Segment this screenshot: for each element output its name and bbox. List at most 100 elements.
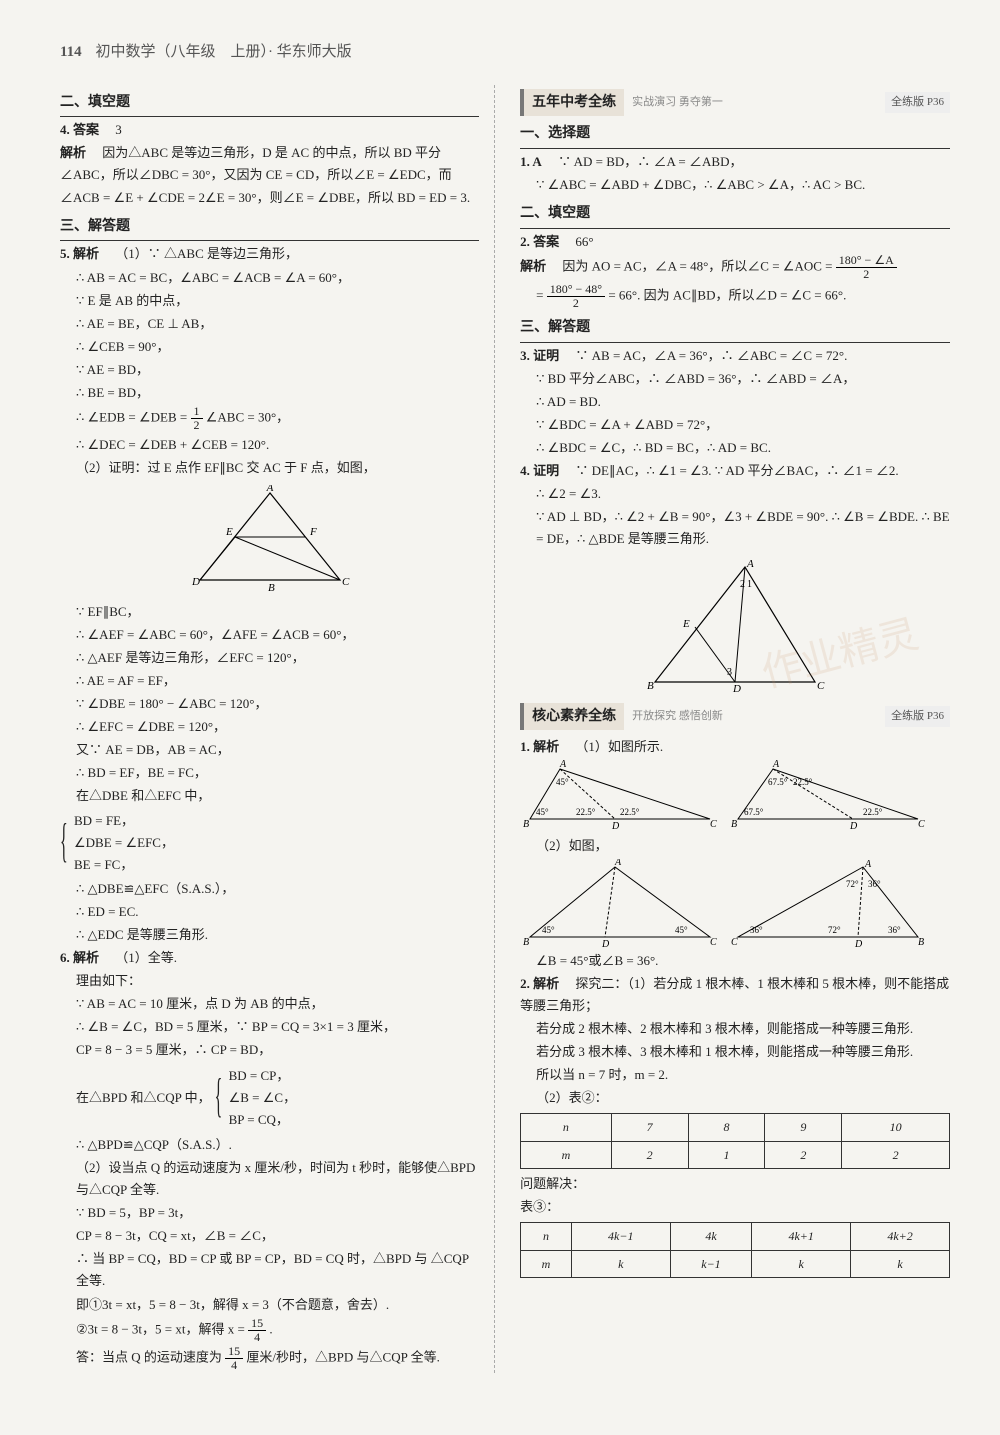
svg-text:B: B — [918, 937, 924, 948]
q6-l9: 即①3t = xt，5 = 8 − 3t，解得 x = 3（不合题意，舍去）. — [60, 1294, 479, 1316]
table-row: m k k−1 k k — [521, 1250, 950, 1277]
hq2-l7: 表③： — [520, 1196, 950, 1218]
rq4-hdr: 4. 证明 ∵ DE∥AC，∴ ∠1 = ∠3. ∵ AD 平分∠BAC，∴ ∠… — [520, 460, 950, 482]
two-column-layout: 二、填空题 4. 答案 3 解析 因为△ABC 是等边三角形，D 是 AC 的中… — [60, 85, 950, 1374]
q5-l18: ∴ △DBE≌△EFC（S.A.S.）， — [60, 878, 479, 900]
q6-l4: 在△BPD 和△CQP 中， BD = CP， ∠B = ∠C， BP = CQ… — [60, 1063, 479, 1133]
hq1-concl: ∠B = 45°或∠B = 36°. — [520, 950, 950, 972]
q5-l8: ∴ ∠DEC = ∠DEB + ∠CEB = 120°. — [60, 434, 479, 456]
svg-text:B: B — [647, 680, 654, 692]
table-row: m 2 1 2 2 — [521, 1141, 950, 1168]
svg-text:45°: 45° — [556, 777, 569, 787]
hq1-fig2b: A C B D 36° 72° 36° 72° 36° — [728, 859, 928, 949]
hq2-l3: 若分成 3 根木棒、3 根木棒和 1 根木棒，则能搭成一种等腰三角形. — [520, 1041, 950, 1063]
section-solve2: 三、解答题 — [520, 316, 950, 343]
q6-l10: ②3t = 8 − 3t，5 = xt，解得 x = 154 . — [60, 1317, 479, 1344]
rq1-header: 1. A ∵ AD = BD，∴ ∠A = ∠ABD， — [520, 151, 950, 173]
svg-text:D: D — [849, 821, 858, 832]
q5-l3: ∴ AE = BE，CE ⊥ AB， — [60, 313, 479, 335]
frac-15-4b: 154 — [225, 1345, 243, 1372]
q6-l8: ∴ 当 BP = CQ，BD = CP 或 BP = CP，BD = CQ 时，… — [60, 1248, 479, 1292]
svg-text:2: 2 — [740, 579, 745, 590]
rq2-expl: 解析 因为 AO = AC，∠A = 48°，所以∠C = ∠AOC = 180… — [520, 254, 950, 281]
q5-header: 5. 解析 （1）∵ △ABC 是等边三角形， — [60, 243, 479, 265]
hq2-l2: 若分成 2 根木棒、2 根木棒和 3 根木棒，则能搭成一种等腰三角形. — [520, 1018, 950, 1040]
q5-l17: 在△DBE 和△EFC 中， — [60, 785, 479, 807]
q6-l5: ∴ △BPD≌△CQP（S.A.S.）. — [60, 1134, 479, 1156]
q6-l2: ∴ ∠B = ∠C，BD = 5 厘米，∵ BP = CQ = 3×1 = 3 … — [60, 1016, 479, 1038]
svg-text:C: C — [918, 819, 925, 830]
q5-l11: ∴ △AEF 是等边三角形，∠EFC = 120°， — [60, 647, 479, 669]
svg-text:36°: 36° — [888, 925, 901, 935]
q5-l1: ∴ AB = AC = BC，∠ABC = ∠ACB = ∠A = 60°， — [60, 267, 479, 289]
hq1-hdr: 1. 解析 （1）如图所示. — [520, 736, 950, 758]
q6-l6: ∵ BD = 5，BP = 3t， — [60, 1202, 479, 1224]
banner-exam: 五年中考全练 实战演习 勇夺第一 全练版 P36 — [520, 89, 950, 117]
rq3-hdr: 3. 证明 ∵ AB = AC，∠A = 36°，∴ ∠ABC = ∠C = 7… — [520, 345, 950, 367]
q5-l19: ∴ ED = EC. — [60, 901, 479, 923]
hq2-l5: （2）表②： — [520, 1087, 950, 1109]
q6-ans: 答：当点 Q 的运动速度为 154 厘米/秒时，△BPD 与△CQP 全等. — [60, 1345, 479, 1372]
svg-text:22.5°: 22.5° — [576, 807, 596, 817]
q5-l5: ∵ AE = BD， — [60, 359, 479, 381]
q5-l9: ∵ EF∥BC， — [60, 601, 479, 623]
table-row: n 7 8 9 10 — [521, 1114, 950, 1141]
frac-r2a: 180° − ∠A2 — [836, 254, 897, 281]
rq3-l5: ∴ ∠BDC = ∠C，∴ BD = BC，∴ AD = BC. — [520, 437, 950, 459]
svg-text:67.5°: 67.5° — [768, 777, 788, 787]
svg-text:A: A — [265, 485, 273, 494]
book-title: 初中数学（八年级 上册）· 华东师大版 — [95, 44, 351, 60]
rq2-ans: 2. 答案 66° — [520, 231, 950, 253]
hq2-l4: 所以当 n = 7 时，m = 2. — [520, 1064, 950, 1086]
q5-figure: A E F D B C — [180, 485, 360, 595]
q4-explanation: 解析 因为△ABC 是等边三角形，D 是 AC 的中点，所以 BD 平分∠ABC… — [60, 142, 479, 208]
q5-l12: ∴ AE = AF = EF， — [60, 670, 479, 692]
hq2-l6: 问题解决： — [520, 1173, 950, 1195]
page-number: 114 — [60, 44, 82, 60]
svg-text:45°: 45° — [536, 807, 549, 817]
q5-l15: 又∵ AE = DB，AB = AC， — [60, 739, 479, 761]
q5-l6: ∴ BE = BD， — [60, 382, 479, 404]
svg-text:C: C — [710, 937, 717, 948]
svg-text:36°: 36° — [750, 925, 763, 935]
banner-core: 核心素养全练 开放探究 感悟创新 全练版 P36 — [520, 703, 950, 731]
svg-text:22.5°: 22.5° — [620, 807, 640, 817]
svg-text:B: B — [268, 582, 275, 594]
svg-text:67.5°: 67.5° — [744, 807, 764, 817]
section-solve: 三、解答题 — [60, 215, 479, 242]
svg-text:A: A — [864, 859, 872, 870]
q5-l10: ∴ ∠AEF = ∠ABC = 60°，∠AFE = ∠ACB = 60°， — [60, 624, 479, 646]
q6-brace: BD = CP， ∠B = ∠C， BP = CQ， — [215, 1065, 296, 1131]
q5-l20: ∴ △EDC 是等腰三角形. — [60, 924, 479, 946]
rq4-l3: ∵ AD ⊥ BD，∴ ∠2 + ∠B = 90°，∠3 + ∠BDE = 90… — [520, 506, 950, 550]
rq3-l4: ∵ ∠BDC = ∠A + ∠ABD = 72°， — [520, 414, 950, 436]
table2: n 7 8 9 10 m 2 1 2 2 — [520, 1113, 950, 1169]
svg-text:C: C — [342, 576, 350, 588]
hq1-fig1a: A B C D 45° 45° 22.5° 22.5° — [520, 759, 720, 834]
q6-l1: ∵ AB = AC = 10 厘米，点 D 为 AB 的中点， — [60, 993, 479, 1015]
svg-text:72°: 72° — [846, 879, 859, 889]
q6-l7: CP = 8 − 3t，CQ = xt，∠B = ∠C， — [60, 1225, 479, 1247]
section-fill-blank: 二、填空题 — [60, 91, 479, 118]
frac-r2b: 180° − 48°2 — [547, 283, 605, 310]
svg-text:E: E — [682, 618, 690, 630]
svg-text:D: D — [854, 939, 863, 949]
rq1-l2: ∵ ∠ABC = ∠ABD + ∠DBC，∴ ∠ABC > ∠A，∴ AC > … — [520, 174, 950, 196]
table-row: n 4k−1 4k 4k+1 4k+2 — [521, 1223, 950, 1250]
q6-part2: （2）设当点 Q 的运动速度为 x 厘米/秒，时间为 t 秒时，能够使△BPD … — [60, 1157, 479, 1201]
svg-text:B: B — [523, 937, 529, 948]
q6-header: 6. 解析 （1）全等. — [60, 947, 479, 969]
svg-text:B: B — [731, 819, 737, 830]
hq1-fig1-row: A B C D 45° 45° 22.5° 22.5° A B C D 67.5… — [520, 759, 950, 834]
svg-text:C: C — [710, 819, 717, 830]
svg-text:B: B — [523, 819, 529, 830]
hq1-fig2-row: A B C D 45° 45° A C B D 36° 72° 36° 72° … — [520, 859, 950, 949]
svg-text:C: C — [817, 680, 825, 692]
q5-l4: ∴ ∠CEB = 90°， — [60, 336, 479, 358]
q5-l7: ∴ ∠EDB = ∠DEB = 12 ∠ABC = 30°， — [60, 405, 479, 432]
q5-l2: ∵ E 是 AB 的中点， — [60, 290, 479, 312]
svg-text:45°: 45° — [675, 925, 688, 935]
rq3-l3: ∴ AD = BD. — [520, 391, 950, 413]
q5-l13: ∵ ∠DBE = 180° − ∠ABC = 120°， — [60, 693, 479, 715]
svg-text:22.5°: 22.5° — [793, 777, 813, 787]
